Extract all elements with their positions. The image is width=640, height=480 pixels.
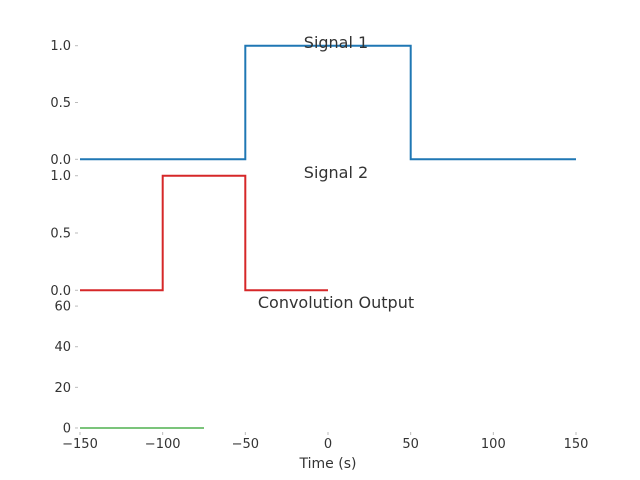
y-tick-label: 0.5: [50, 96, 71, 111]
x-tick-label: −100: [145, 437, 181, 452]
x-tick-label: 50: [402, 437, 419, 452]
y-tick-label: 1.0: [50, 39, 71, 54]
y-tick-label: 0.0: [50, 284, 71, 299]
signal-1-panel: 0.0 0.5 1.0 Signal 1: [50, 33, 576, 168]
y-tick-label: 0.5: [50, 227, 71, 242]
x-tick-label: 100: [481, 437, 506, 452]
y-tick-label: 60: [54, 300, 71, 315]
series-line-1: [80, 44, 576, 161]
series-line-1: [80, 174, 328, 292]
y-tick-label: 0: [63, 421, 71, 436]
y-tick-label: 1.0: [50, 169, 71, 184]
y-tick-label: 20: [54, 381, 71, 396]
convolution-output-panel: 0 20 40 60 Convolution Output −150 −100 −50 0 50 1…: [54, 293, 588, 472]
y-tick-label: 40: [54, 340, 71, 355]
chart-title: Convolution Output: [258, 293, 414, 312]
chart-title: Signal 1: [304, 33, 368, 52]
chart-title: Signal 2: [304, 163, 368, 182]
x-axis-label: Time (s): [299, 456, 357, 472]
signal-2-panel: 0.0 0.5 1.0 Signal 2: [50, 163, 368, 299]
x-tick-label: −50: [232, 437, 259, 452]
x-tick-label: 150: [564, 437, 589, 452]
y-tick-label: 0.0: [50, 153, 71, 168]
x-tick-label: 0: [324, 437, 332, 452]
x-tick-label: −150: [62, 437, 98, 452]
